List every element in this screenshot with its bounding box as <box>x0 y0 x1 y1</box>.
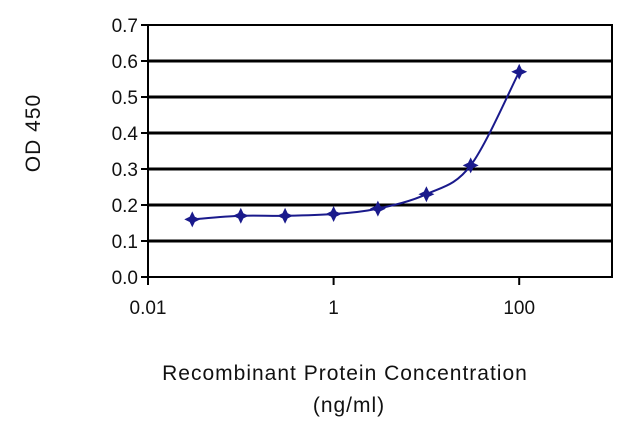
y-tick-label: 0.5 <box>112 88 138 109</box>
x-axis-label: Recombinant Protein Concentration <box>162 362 528 385</box>
x-tick-label: 100 <box>503 298 535 319</box>
series-markers <box>184 63 528 228</box>
y-tick-label: 0.6 <box>112 52 138 73</box>
data-point-marker <box>369 200 386 217</box>
data-point-marker <box>184 211 201 228</box>
plot-area <box>147 24 613 278</box>
data-point-marker <box>418 186 435 203</box>
y-tick-label: 0.4 <box>112 124 139 145</box>
gridlines <box>148 59 612 243</box>
y-tick-label: 0.3 <box>112 160 138 181</box>
x-tick-label: 1 <box>328 298 339 319</box>
y-axis-label: OD 450 <box>22 94 45 172</box>
y-tick-label: 0.0 <box>112 268 138 289</box>
y-tick-label: 0.1 <box>112 232 138 253</box>
data-point-marker <box>462 157 479 174</box>
x-axis-unit-label: (ng/ml) <box>313 394 385 417</box>
data-point-marker <box>511 63 528 80</box>
y-tick-label: 0.7 <box>112 16 138 37</box>
x-tick-label: 0.01 <box>130 298 167 319</box>
x-axis-ticks: 0.01 1 100 <box>130 277 535 319</box>
y-tick-label: 0.2 <box>112 196 138 217</box>
data-point-marker <box>325 206 342 222</box>
data-point-marker <box>232 207 249 224</box>
y-axis-ticks: 0.0 0.1 0.2 0.3 0.4 0.5 0.6 0.7 <box>112 16 148 289</box>
data-point-marker <box>277 207 294 224</box>
